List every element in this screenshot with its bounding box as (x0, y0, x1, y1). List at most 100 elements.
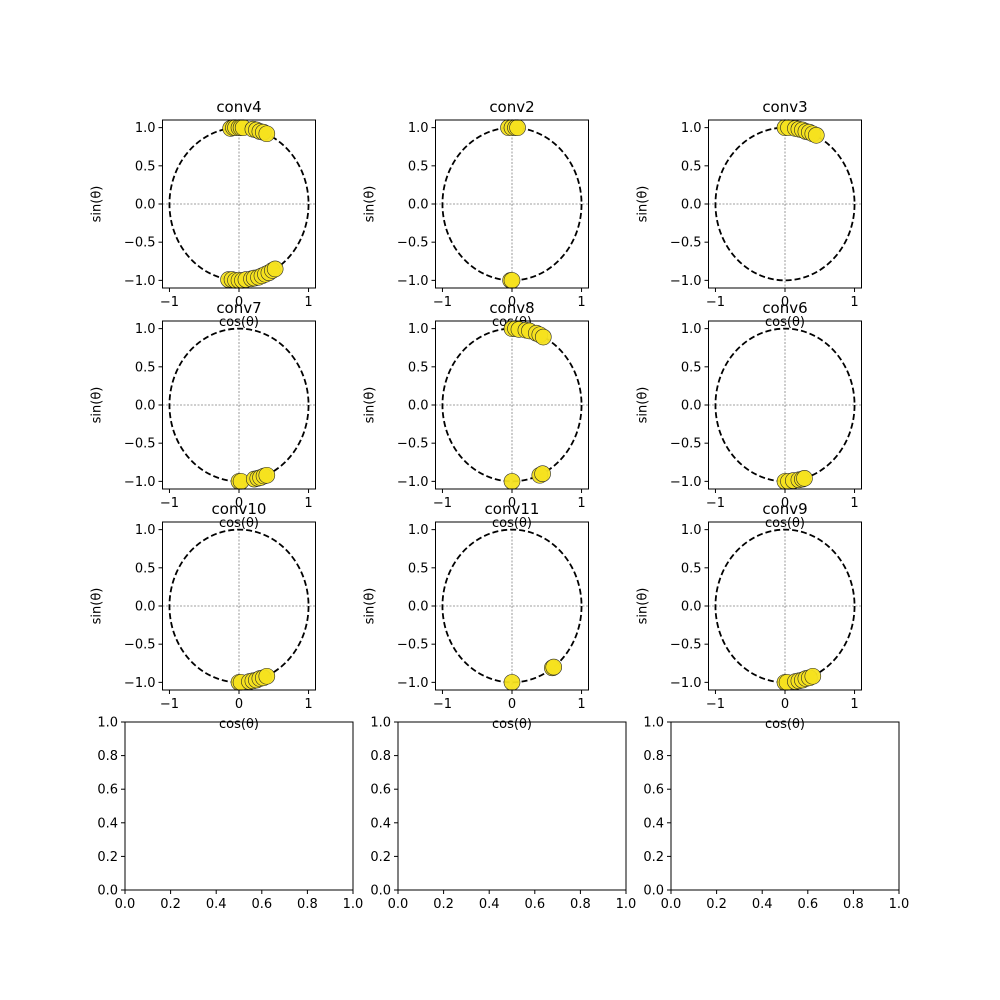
x-tick-label: −1 (706, 697, 725, 712)
subplot-11 (394, 721, 627, 894)
x-tick-label: 0.6 (797, 897, 818, 912)
x-tick-label: 0.4 (479, 897, 500, 912)
x-tick-label: 0 (235, 496, 243, 511)
x-tick-label: −1 (433, 496, 452, 511)
x-tick-label: 0 (781, 295, 789, 310)
panel-title: conv4 (216, 98, 261, 116)
y-axis-label: sin(θ) (636, 588, 651, 625)
x-tick-label: 1 (577, 496, 585, 511)
y-tick-label: 0.6 (370, 783, 391, 798)
unit-circle (441, 528, 583, 684)
y-tick-label: 0.0 (681, 600, 702, 615)
y-tick-label: 1.0 (681, 523, 702, 538)
subplot-9 (704, 521, 862, 694)
y-tick-label: 0.0 (408, 600, 429, 615)
x-tick-label: 1 (304, 697, 312, 712)
subplot-3 (704, 119, 862, 292)
x-tick-label: 0.4 (752, 897, 773, 912)
x-tick-label: 0 (781, 697, 789, 712)
subplot-4 (158, 320, 316, 493)
x-tick-label: 0.2 (706, 897, 727, 912)
y-tick-label: 1.0 (408, 121, 429, 136)
x-tick-label: −1 (433, 697, 452, 712)
unit-circle (168, 528, 310, 684)
y-tick-label: −1.0 (670, 475, 702, 490)
panel-title: conv6 (762, 299, 807, 317)
subplot-1 (158, 119, 316, 292)
y-tick-label: −0.5 (124, 236, 156, 251)
y-axis-label: sin(θ) (363, 387, 378, 424)
y-tick-label: 0.5 (681, 159, 702, 174)
axes-frame (397, 721, 627, 891)
y-tick-label: 1.0 (135, 523, 156, 538)
y-tick-label: −1.0 (124, 676, 156, 691)
x-tick-label: 0 (508, 697, 516, 712)
unit-circle (168, 327, 310, 483)
data-point (503, 674, 521, 691)
x-axis-label: cos(θ) (765, 717, 805, 732)
panel-title: conv9 (762, 500, 807, 518)
y-tick-label: −1.0 (670, 676, 702, 691)
y-tick-label: −0.5 (670, 437, 702, 452)
data-point (545, 658, 563, 676)
axes-frame (124, 721, 354, 891)
y-tick-label: 0.5 (408, 159, 429, 174)
x-tick-label: 0.2 (160, 897, 181, 912)
y-tick-label: −0.5 (670, 236, 702, 251)
panel-title: conv8 (489, 299, 534, 317)
y-axis-label: sin(θ) (90, 588, 105, 625)
x-tick-label: 0 (508, 496, 516, 511)
subplot-5 (431, 320, 589, 493)
data-point (534, 465, 551, 483)
x-tick-label: 1.0 (616, 897, 637, 912)
y-tick-label: 0.5 (681, 561, 702, 576)
x-tick-label: 1 (577, 295, 585, 310)
y-tick-label: 0.0 (681, 399, 702, 414)
x-tick-label: 0.0 (388, 897, 409, 912)
y-tick-label: 0.4 (643, 816, 664, 831)
data-point (796, 470, 813, 487)
panel-title: conv3 (762, 98, 807, 116)
data-point (266, 260, 284, 278)
y-tick-label: −0.5 (670, 638, 702, 653)
y-tick-label: 0.8 (370, 749, 391, 764)
data-point (258, 125, 276, 143)
x-tick-label: 0.0 (661, 897, 682, 912)
unit-circle (714, 327, 856, 483)
x-tick-label: −1 (160, 295, 179, 310)
x-tick-label: 1.0 (343, 897, 364, 912)
y-axis-label: sin(θ) (90, 387, 105, 424)
subplot-8 (431, 521, 589, 694)
x-tick-label: 0.6 (524, 897, 545, 912)
data-point (534, 328, 552, 346)
x-tick-label: 0.4 (206, 897, 227, 912)
data-point (807, 126, 825, 144)
x-tick-label: 0.8 (297, 897, 318, 912)
y-tick-label: 0.6 (97, 783, 118, 798)
data-point (503, 272, 521, 289)
x-tick-label: 1 (850, 496, 858, 511)
y-tick-label: 1.0 (408, 523, 429, 538)
y-tick-label: 0.0 (408, 399, 429, 414)
y-tick-label: 0.0 (643, 884, 664, 899)
y-tick-label: −0.5 (124, 437, 156, 452)
data-point (509, 119, 526, 136)
y-tick-label: −0.5 (397, 236, 429, 251)
y-tick-label: 1.0 (681, 121, 702, 136)
x-tick-label: 0.6 (251, 897, 272, 912)
panel-title: conv11 (485, 500, 540, 518)
x-tick-label: 1 (850, 295, 858, 310)
y-tick-label: −1.0 (124, 475, 156, 490)
y-tick-label: 0.2 (370, 850, 391, 865)
y-axis-label: sin(θ) (636, 387, 651, 424)
y-tick-label: 0.8 (97, 749, 118, 764)
y-tick-label: −0.5 (397, 437, 429, 452)
y-tick-label: 0.0 (681, 198, 702, 213)
y-axis-label: sin(θ) (363, 588, 378, 625)
y-tick-label: −1.0 (397, 274, 429, 289)
x-tick-label: −1 (433, 295, 452, 310)
y-tick-label: 0.4 (370, 816, 391, 831)
y-tick-label: 1.0 (370, 716, 391, 731)
y-tick-label: −1.0 (124, 274, 156, 289)
